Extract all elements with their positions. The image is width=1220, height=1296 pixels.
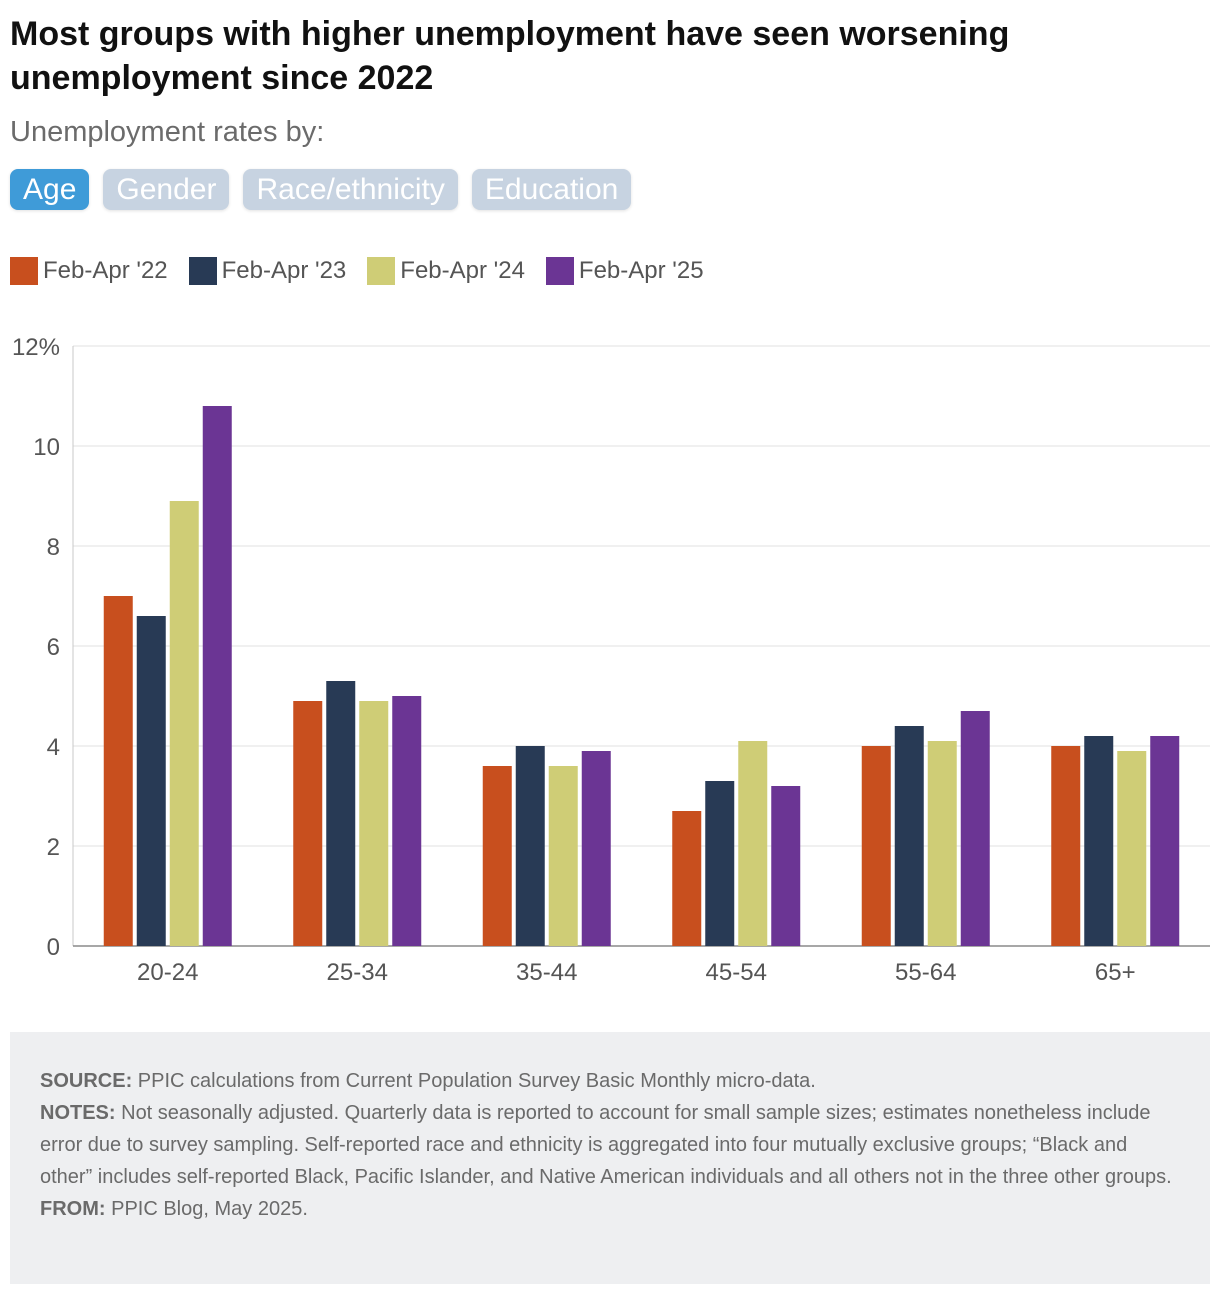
bar [169,501,199,946]
legend-swatch-2024 [367,257,396,285]
bar [293,701,323,946]
legend-item-2023[interactable]: Feb-Apr '23 [188,257,347,285]
legend-swatch-2025 [545,257,574,285]
notes-label: NOTES: [40,1102,116,1124]
bar [1051,746,1081,946]
x-tick-label: 35-44 [516,959,577,986]
tab-education[interactable]: Education [471,169,632,210]
bar [1150,736,1180,946]
chart-legend: Feb-Apr '22 Feb-Apr '23 Feb-Apr '24 Feb-… [10,257,725,285]
notes-line: NOTES: Not seasonally adjusted. Quarterl… [40,1097,1180,1193]
legend-item-2022[interactable]: Feb-Apr '22 [10,257,168,285]
y-tick-label: 8 [47,534,60,561]
bar [861,746,891,946]
y-tick-label: 12% [12,334,60,361]
legend-label-2024: Feb-Apr '24 [400,257,525,284]
tab-gender[interactable]: Gender [103,169,230,210]
x-tick-label: 20-24 [137,959,198,986]
bar [202,406,232,946]
x-tick-label: 25-34 [327,959,388,986]
source-label: SOURCE: [40,1070,133,1092]
legend-label-2022: Feb-Apr '22 [43,257,168,284]
bar [771,786,801,946]
legend-item-2025[interactable]: Feb-Apr '25 [545,257,704,285]
bar [103,596,133,946]
y-tick-label: 0 [47,934,60,961]
x-tick-label: 45-54 [706,959,767,986]
chart-title: Most groups with higher unemployment hav… [10,15,1010,97]
bar [359,701,389,946]
bar [326,681,356,946]
y-tick-label: 4 [47,734,60,761]
legend-item-2024[interactable]: Feb-Apr '24 [367,257,525,285]
bar [738,741,768,946]
tab-age[interactable]: Age [10,169,90,210]
bar [548,766,578,946]
x-tick-label: 65+ [1095,959,1136,986]
tab-race-ethnicity[interactable]: Race/ethnicity [243,169,458,210]
bar [705,781,735,946]
legend-label-2025: Feb-Apr '25 [578,257,704,284]
bar [515,746,545,946]
bar [581,751,611,946]
y-tick-label: 2 [47,834,60,861]
source-text: PPIC calculations from Current Populatio… [132,1070,816,1092]
source-line: SOURCE: PPIC calculations from Current P… [40,1065,1180,1097]
chart-subtitle: Unemployment rates by: [10,116,325,148]
x-tick-label: 55-64 [895,959,956,986]
bar [672,811,702,946]
bar [136,616,166,946]
bar [960,711,990,946]
bar [894,726,924,946]
notes-box: SOURCE: PPIC calculations from Current P… [10,1032,1210,1284]
y-tick-label: 6 [47,634,60,661]
bar [482,766,512,946]
y-tick-label: 10 [33,434,60,461]
bar [392,696,422,946]
bar [1117,751,1147,946]
from-label: FROM: [40,1198,106,1220]
legend-swatch-2023 [188,257,217,285]
bar [1084,736,1114,946]
bar-chart: 0 2 4 6 8 10 12% 20-24 25-34 35-44 45-54 55-64 65+ [12,334,1210,986]
from-line: FROM: PPIC Blog, May 2025. [40,1193,1180,1225]
legend-label-2023: Feb-Apr '23 [221,257,347,284]
from-text: PPIC Blog, May 2025. [105,1198,308,1220]
bar [927,741,957,946]
legend-swatch-2022 [10,257,38,285]
category-tabs: Age Gender Race/ethnicity Education [10,169,632,210]
notes-text: Not seasonally adjusted. Quarterly data … [40,1102,1172,1188]
